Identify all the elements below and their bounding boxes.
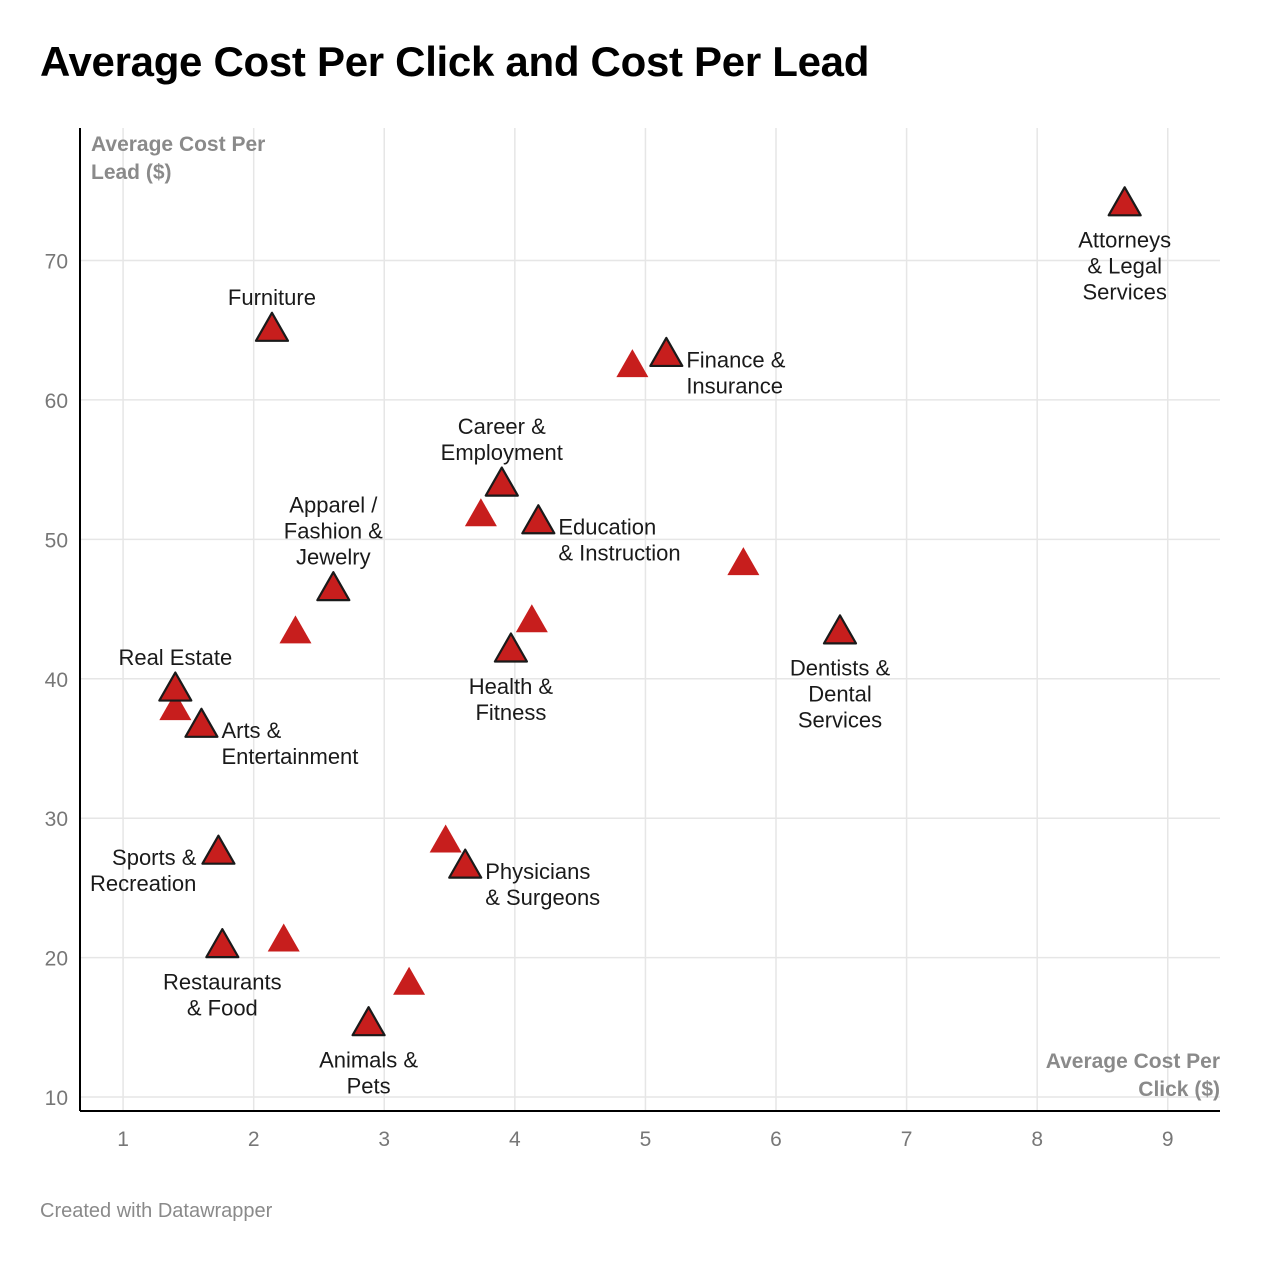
point-label: & Legal [1087, 254, 1162, 279]
data-point-marker [351, 1006, 386, 1037]
x-tick-label: 2 [248, 1128, 260, 1151]
point-label: Health & [469, 674, 554, 699]
point-label: Arts & [221, 718, 281, 743]
point-label: Employment [441, 440, 563, 465]
axis-titles: Average Cost Per Lead ($) Average Cost Per… [91, 133, 1220, 1101]
point-label: Restaurants [163, 969, 282, 994]
data-point-marker [727, 547, 760, 576]
point-labels: Attorneys& LegalServicesFurnitureFinance… [90, 228, 1171, 1099]
point-label: Entertainment [221, 744, 358, 769]
data-point-marker [158, 671, 193, 702]
data-point-marker [201, 834, 236, 865]
point-label: Dental [808, 682, 872, 707]
x-axis-title: Average Cost Per [1046, 1050, 1220, 1073]
point-label: Sports & [112, 845, 197, 870]
point-label: Jewelry [296, 545, 371, 570]
axes [79, 128, 1220, 1112]
x-tick-label: 7 [901, 1128, 913, 1151]
point-label: Furniture [228, 285, 316, 310]
point-label: & Instruction [558, 541, 680, 566]
point-label: Animals & [319, 1048, 418, 1073]
point-label: Recreation [90, 871, 196, 896]
y-tick-labels: 10 20 30 40 50 60 70 [45, 250, 68, 1110]
y-axis-title: Average Cost Per [91, 133, 265, 156]
y-tick-label: 70 [45, 250, 68, 273]
point-label: Finance & [686, 347, 785, 372]
y-tick-label: 60 [45, 390, 68, 413]
y-tick-label: 30 [45, 808, 68, 831]
point-label: Fitness [475, 700, 546, 725]
x-tick-label: 1 [117, 1128, 129, 1151]
point-label: Career & [458, 414, 546, 439]
data-point-marker [316, 571, 351, 602]
x-tick-label: 4 [509, 1128, 521, 1151]
y-tick-label: 20 [45, 948, 68, 971]
y-tick-label: 40 [45, 669, 68, 692]
data-point-marker [184, 707, 219, 738]
data-point-marker [515, 604, 548, 633]
point-label: Physicians [485, 859, 590, 884]
x-axis-title: Click ($) [1138, 1078, 1220, 1101]
x-tick-label: 9 [1162, 1128, 1174, 1151]
data-point-marker [159, 692, 192, 721]
gridlines [80, 128, 1220, 1111]
point-label: Real Estate [118, 645, 232, 670]
point-label: Services [798, 708, 882, 733]
point-label: Fashion & [284, 519, 383, 544]
data-point-marker [822, 614, 858, 645]
y-tick-label: 50 [45, 529, 68, 552]
x-tick-label: 5 [640, 1128, 652, 1151]
data-point-marker [279, 615, 312, 644]
data-point-marker [649, 336, 684, 368]
point-label: Attorneys [1078, 228, 1171, 253]
point-label: & Surgeons [485, 885, 600, 910]
point-label: Pets [347, 1074, 391, 1099]
point-label: Apparel / [289, 493, 378, 518]
data-point-marker [616, 349, 649, 378]
data-point-marker [448, 848, 483, 879]
point-label: Education [558, 515, 656, 540]
x-tick-labels: 1 2 3 4 5 6 7 8 9 [117, 1128, 1173, 1151]
data-point-marker [429, 824, 462, 853]
data-point-marker [484, 466, 519, 497]
y-axis-title: Lead ($) [91, 161, 172, 184]
x-tick-label: 8 [1031, 1128, 1043, 1151]
data-point-marker [493, 632, 529, 663]
data-point-marker [464, 498, 497, 527]
data-point-marker [1107, 186, 1142, 217]
data-point-marker [267, 923, 300, 952]
point-label: Dentists & [790, 656, 891, 681]
data-point-marker [521, 504, 556, 535]
data-points [158, 186, 1142, 1037]
x-tick-label: 6 [770, 1128, 782, 1151]
point-label: Services [1082, 280, 1166, 305]
credit-footer: Created with Datawrapper [40, 1200, 273, 1222]
x-tick-label: 3 [378, 1128, 390, 1151]
data-point-marker [254, 311, 290, 342]
data-point-marker [205, 928, 240, 959]
point-label: Insurance [686, 373, 783, 398]
chart-title: Average Cost Per Click and Cost Per Lead [40, 38, 870, 85]
point-label: & Food [187, 995, 258, 1020]
data-point-marker [393, 966, 426, 995]
y-tick-label: 10 [45, 1087, 68, 1110]
